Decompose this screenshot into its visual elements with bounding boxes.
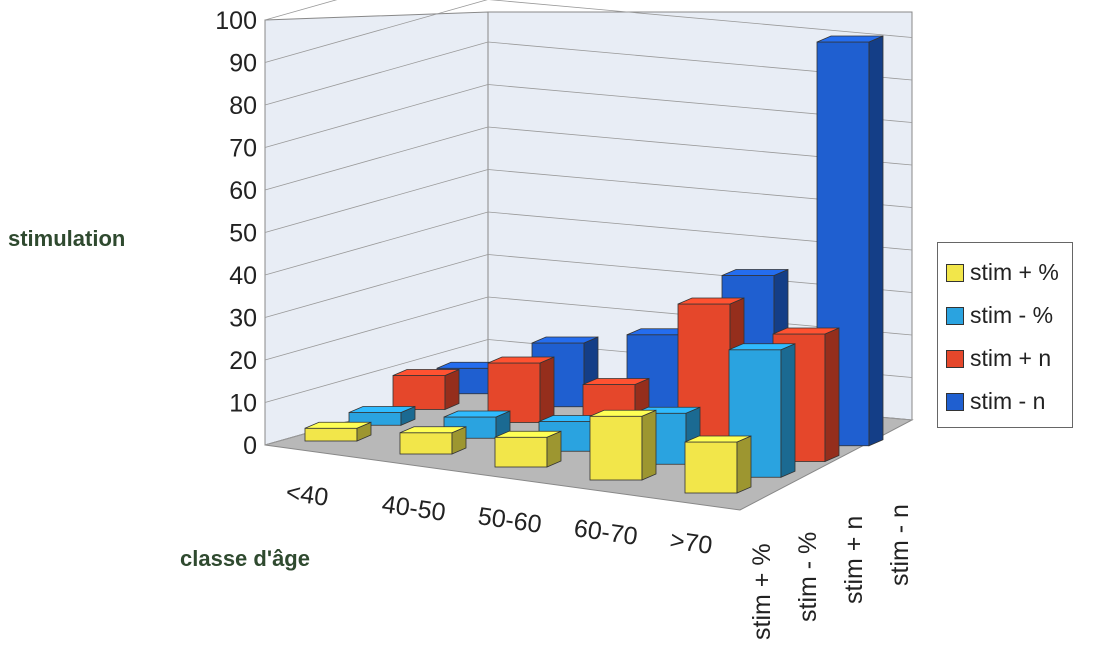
gridline	[264, 0, 488, 63]
legend-swatch	[946, 306, 964, 325]
gridline	[264, 126, 489, 191]
bar-top	[443, 410, 511, 418]
gridline	[264, 41, 489, 106]
bar-top	[589, 409, 657, 417]
bar-top	[721, 269, 789, 276]
bar-side	[444, 368, 460, 411]
y-tick-label: 90	[229, 50, 257, 78]
gridline	[264, 211, 489, 276]
bar-side	[824, 327, 840, 463]
y-tick-label: 10	[229, 390, 257, 418]
bar-top	[304, 421, 372, 429]
bar-top	[494, 430, 562, 438]
x-axis-label: classe d'âge	[180, 546, 310, 571]
y-tick-label: 60	[229, 177, 257, 205]
x-tick-label: 50-60	[476, 502, 543, 539]
bars	[304, 35, 884, 494]
bar-top	[772, 327, 840, 335]
x-tick-label: >70	[668, 526, 714, 560]
bar	[399, 426, 467, 455]
bar-top	[399, 426, 467, 434]
bar	[684, 435, 752, 494]
bar-front	[494, 436, 548, 468]
legend-swatch	[946, 349, 964, 368]
bar	[728, 343, 796, 478]
y-tick-label: 50	[229, 220, 257, 248]
bar	[494, 430, 562, 468]
gridline	[264, 0, 338, 21]
legend-swatch	[946, 392, 964, 411]
y-tick-label: 40	[229, 262, 257, 290]
legend: stim + % stim - % stim + n stim - n	[937, 242, 1073, 428]
gridline	[264, 339, 489, 403]
series-tick-label: stim + n	[840, 516, 868, 604]
legend-label: stim - %	[970, 302, 1054, 328]
series-axis-ticks: stim + % stim - % stim + n stim - n	[748, 504, 914, 640]
y-axis-label: stimulation	[8, 226, 125, 251]
series-tick-label: stim - %	[794, 532, 822, 622]
bar	[589, 409, 657, 481]
legend-label: stim - n	[970, 388, 1046, 414]
bar-top	[487, 356, 555, 364]
bar-front	[589, 415, 643, 481]
bar-side	[539, 356, 555, 424]
y-axis-ticks: 0 10 20 30 40 50 60 70 80 90 100	[215, 7, 257, 460]
y-tick-label: 30	[229, 305, 257, 333]
bar-side	[736, 435, 752, 494]
bar-side	[641, 409, 657, 481]
gridline	[489, 0, 913, 38]
legend-label: stim + %	[970, 259, 1059, 285]
y-tick-label: 0	[243, 432, 257, 460]
legend-swatch	[946, 263, 964, 282]
y-tick-label: 20	[229, 347, 257, 375]
bar-top	[582, 378, 650, 385]
x-tick-label: 60-70	[572, 514, 639, 551]
bar-front	[399, 432, 453, 455]
bar-top	[684, 435, 752, 443]
gridline	[264, 169, 489, 233]
gridline	[264, 296, 489, 361]
bar-top	[677, 297, 745, 305]
legend-item: stim - %	[946, 294, 1072, 337]
bar	[304, 421, 372, 442]
bar	[392, 368, 460, 411]
bar-top	[728, 343, 796, 351]
legend-item: stim + %	[946, 251, 1072, 294]
y-tick-label: 100	[215, 7, 257, 35]
y-tick-label: 70	[229, 135, 257, 163]
legend-item: stim - n	[946, 380, 1072, 423]
gridline	[264, 254, 489, 318]
bar-top	[392, 369, 460, 376]
bar-top	[531, 336, 599, 344]
bar-front	[684, 441, 738, 494]
gridline	[264, 84, 489, 148]
legend-item: stim + n	[946, 337, 1072, 380]
legend-label: stim + n	[970, 345, 1052, 371]
series-tick-label: stim + %	[748, 543, 776, 640]
bar-front	[392, 375, 446, 410]
series-tick-label: stim - n	[886, 504, 914, 586]
bar-front	[304, 427, 358, 442]
x-tick-label: 40-50	[380, 490, 447, 527]
bar-side	[868, 35, 884, 447]
x-tick-label: <40	[284, 478, 330, 512]
bar-top	[348, 406, 416, 413]
y-tick-label: 80	[229, 92, 257, 120]
bar-top	[816, 35, 884, 43]
bar-side	[780, 343, 796, 478]
